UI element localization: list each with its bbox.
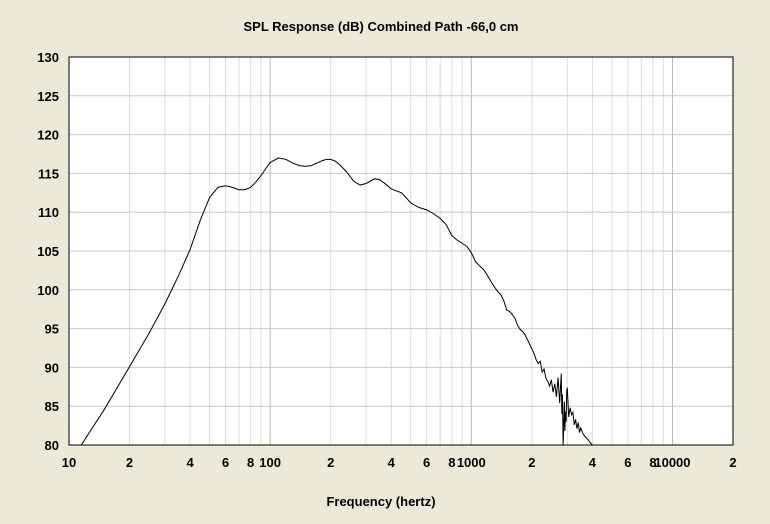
y-tick-label: 80 [45, 438, 59, 453]
x-tick-label: 8 [649, 455, 656, 470]
x-tick-label: 2 [729, 455, 736, 470]
x-tick-label: 2 [126, 455, 133, 470]
y-tick-label: 110 [38, 205, 59, 220]
x-tick-label: 10 [62, 455, 76, 470]
y-axis-ticks: 80 85 90 95 100 105 110 115 120 125 130 [37, 50, 59, 453]
x-tick-label: 100 [259, 455, 281, 470]
grid-lines [69, 57, 733, 445]
x-tick-label: 10000 [654, 455, 690, 470]
x-tick-label: 4 [186, 455, 194, 470]
y-tick-label: 120 [37, 128, 59, 143]
x-tick-label: 6 [423, 455, 430, 470]
x-tick-label: 2 [528, 455, 535, 470]
chart-title: SPL Response (dB) Combined Path -66,0 cm [244, 19, 519, 34]
x-tick-label: 1000 [457, 455, 486, 470]
y-tick-label: 85 [45, 399, 59, 414]
x-tick-label: 6 [222, 455, 229, 470]
x-tick-label: 8 [448, 455, 455, 470]
spl-response-line [80, 157, 593, 446]
y-tick-label: 125 [37, 89, 59, 104]
y-tick-label: 100 [37, 283, 59, 298]
x-tick-label: 4 [388, 455, 396, 470]
y-tick-label: 95 [45, 322, 59, 337]
x-tick-label: 2 [327, 455, 334, 470]
x-tick-label: 8 [247, 455, 254, 470]
x-tick-label: 6 [624, 455, 631, 470]
plot-border [68, 56, 734, 446]
y-tick-label: 105 [37, 244, 59, 259]
y-tick-label: 90 [45, 360, 59, 375]
y-tick-label: 130 [37, 50, 59, 65]
y-tick-label: 115 [38, 166, 59, 181]
x-axis-label: Frequency (hertz) [326, 494, 435, 509]
x-tick-label: 4 [589, 455, 597, 470]
